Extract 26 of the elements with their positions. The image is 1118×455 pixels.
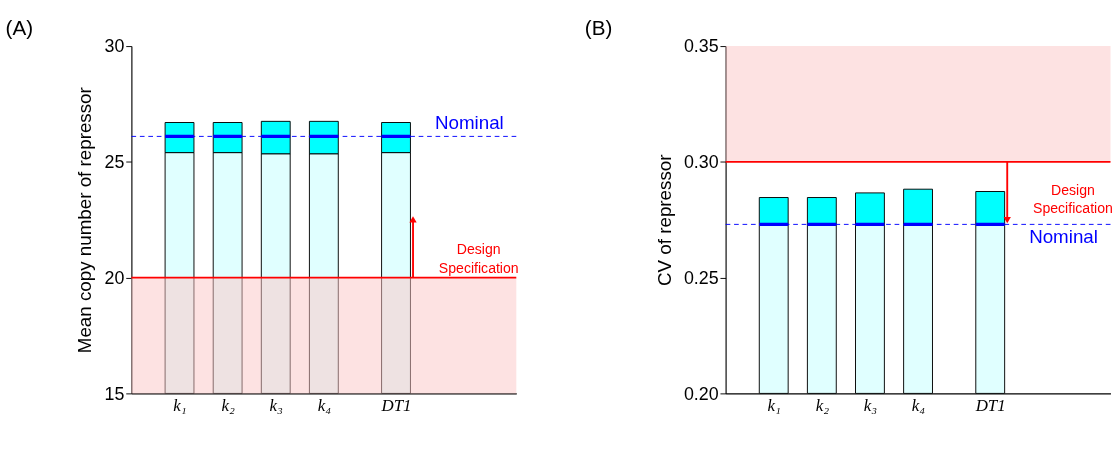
x-tick-label: DT1: [974, 395, 1006, 415]
chart-title: (B): [584, 15, 613, 39]
y-tick-label: 0.30: [683, 151, 719, 172]
x-tick-label: DT1: [380, 395, 412, 415]
x-tick-label: k₃: [269, 395, 284, 415]
x-tick-label: k₁: [173, 395, 187, 415]
y-axis-title: Mean copy number of repressor: [74, 87, 96, 354]
y-tick-label: 20: [104, 267, 125, 288]
annotation: Design Specification: [1033, 181, 1113, 217]
annotation: Nominal: [434, 111, 504, 133]
x-tick-label: k₄: [911, 395, 926, 415]
y-tick-label: 0.35: [683, 36, 719, 57]
x-tick-label: k₂: [221, 395, 235, 415]
y-tick-label: 25: [104, 151, 125, 172]
x-tick-label: k₁: [767, 395, 781, 415]
annotation: Nominal: [1029, 226, 1098, 248]
x-tick-label: k₄: [317, 395, 332, 415]
y-tick-label: 0.20: [683, 383, 719, 404]
y-tick-label: 30: [104, 36, 125, 57]
chart-title: (A): [5, 15, 34, 39]
x-tick-label: k₃: [863, 395, 878, 415]
y-tick-label: 15: [104, 383, 125, 404]
x-tick-label: k₂: [815, 395, 830, 415]
annotation: Design Specification: [438, 241, 519, 276]
y-axis-title: CV of repressor: [653, 154, 675, 286]
y-tick-label: 0.25: [683, 267, 719, 288]
